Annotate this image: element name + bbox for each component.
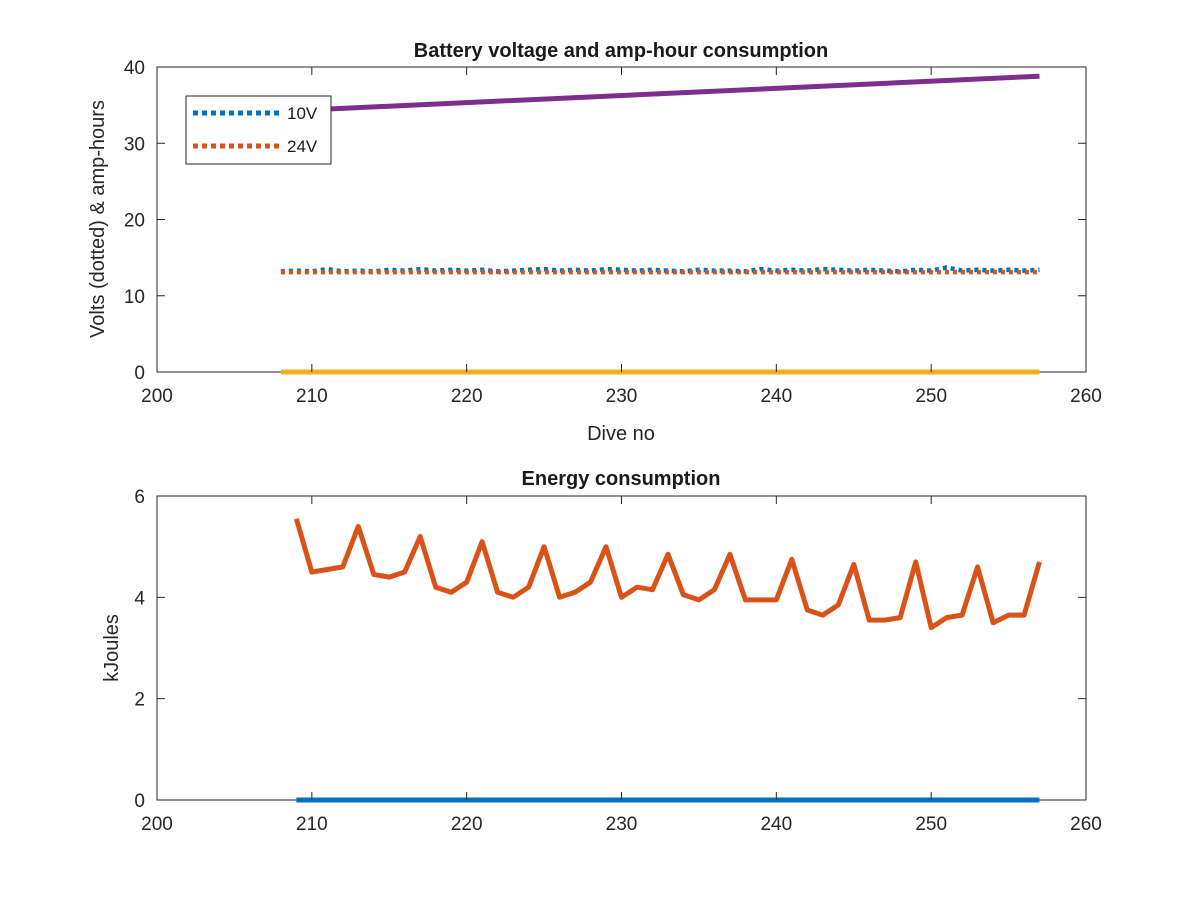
battery-chart-title: Battery voltage and amp-hour consumption bbox=[414, 40, 828, 62]
battery-series-group bbox=[280, 73, 1040, 375]
legend-label-24v: 24V bbox=[287, 137, 318, 156]
battery-series-line-2 bbox=[280, 73, 1040, 114]
battery-x-tick-label: 230 bbox=[606, 386, 638, 407]
battery-y-axis-label: Volts (dotted) & amp-hours bbox=[87, 100, 109, 338]
energy-y-tick-label: 4 bbox=[134, 588, 145, 609]
legend-label-10v: 10V bbox=[287, 104, 318, 123]
battery-x-tick-label: 260 bbox=[1070, 386, 1102, 407]
battery-legend: 10V 24V bbox=[185, 95, 332, 165]
energy-plot-area bbox=[156, 495, 1087, 801]
energy-y-tick-label: 0 bbox=[134, 791, 145, 812]
battery-x-tick-label: 200 bbox=[141, 386, 173, 407]
battery-y-tick-label: 0 bbox=[134, 363, 145, 384]
energy-y-tick-label: 6 bbox=[134, 487, 145, 508]
battery-x-tick-label: 250 bbox=[915, 386, 947, 407]
energy-chart: 200 210 220 230 240 250 260 0 2 4 6 Energy consump… bbox=[101, 468, 1102, 835]
battery-x-tick-label: 210 bbox=[296, 386, 328, 407]
energy-x-tick-label: 230 bbox=[606, 814, 638, 835]
energy-x-tick-label: 250 bbox=[915, 814, 947, 835]
energy-x-tick-label: 210 bbox=[296, 814, 328, 835]
battery-ticks-group: 200 210 220 230 240 250 260 0 10 20 30 40 bbox=[124, 58, 1102, 407]
energy-x-tick-label: 220 bbox=[451, 814, 483, 835]
legend-box bbox=[185, 95, 332, 165]
energy-ticks-group: 200 210 220 230 240 250 260 0 2 4 6 bbox=[134, 487, 1101, 835]
battery-y-tick-label: 10 bbox=[124, 287, 145, 308]
battery-y-tick-label: 20 bbox=[124, 211, 145, 232]
battery-x-tick-label: 220 bbox=[451, 386, 483, 407]
battery-y-tick-label: 40 bbox=[124, 58, 145, 79]
energy-series-group bbox=[293, 518, 1042, 803]
energy-y-tick-label: 2 bbox=[134, 690, 145, 711]
energy-y-axis-label: kJoules bbox=[101, 614, 123, 682]
battery-y-tick-label: 30 bbox=[124, 134, 145, 155]
battery-chart: 200 210 220 230 240 250 260 0 10 20 30 40 Battery v… bbox=[87, 40, 1102, 445]
energy-chart-title: Energy consumption bbox=[522, 468, 721, 490]
energy-x-tick-label: 200 bbox=[141, 814, 173, 835]
battery-x-axis-label: Dive no bbox=[587, 423, 655, 445]
energy-x-tick-label: 260 bbox=[1070, 814, 1102, 835]
battery-x-tick-label: 240 bbox=[760, 386, 792, 407]
energy-x-tick-label: 240 bbox=[760, 814, 792, 835]
energy-series-line-0 bbox=[293, 518, 1042, 631]
